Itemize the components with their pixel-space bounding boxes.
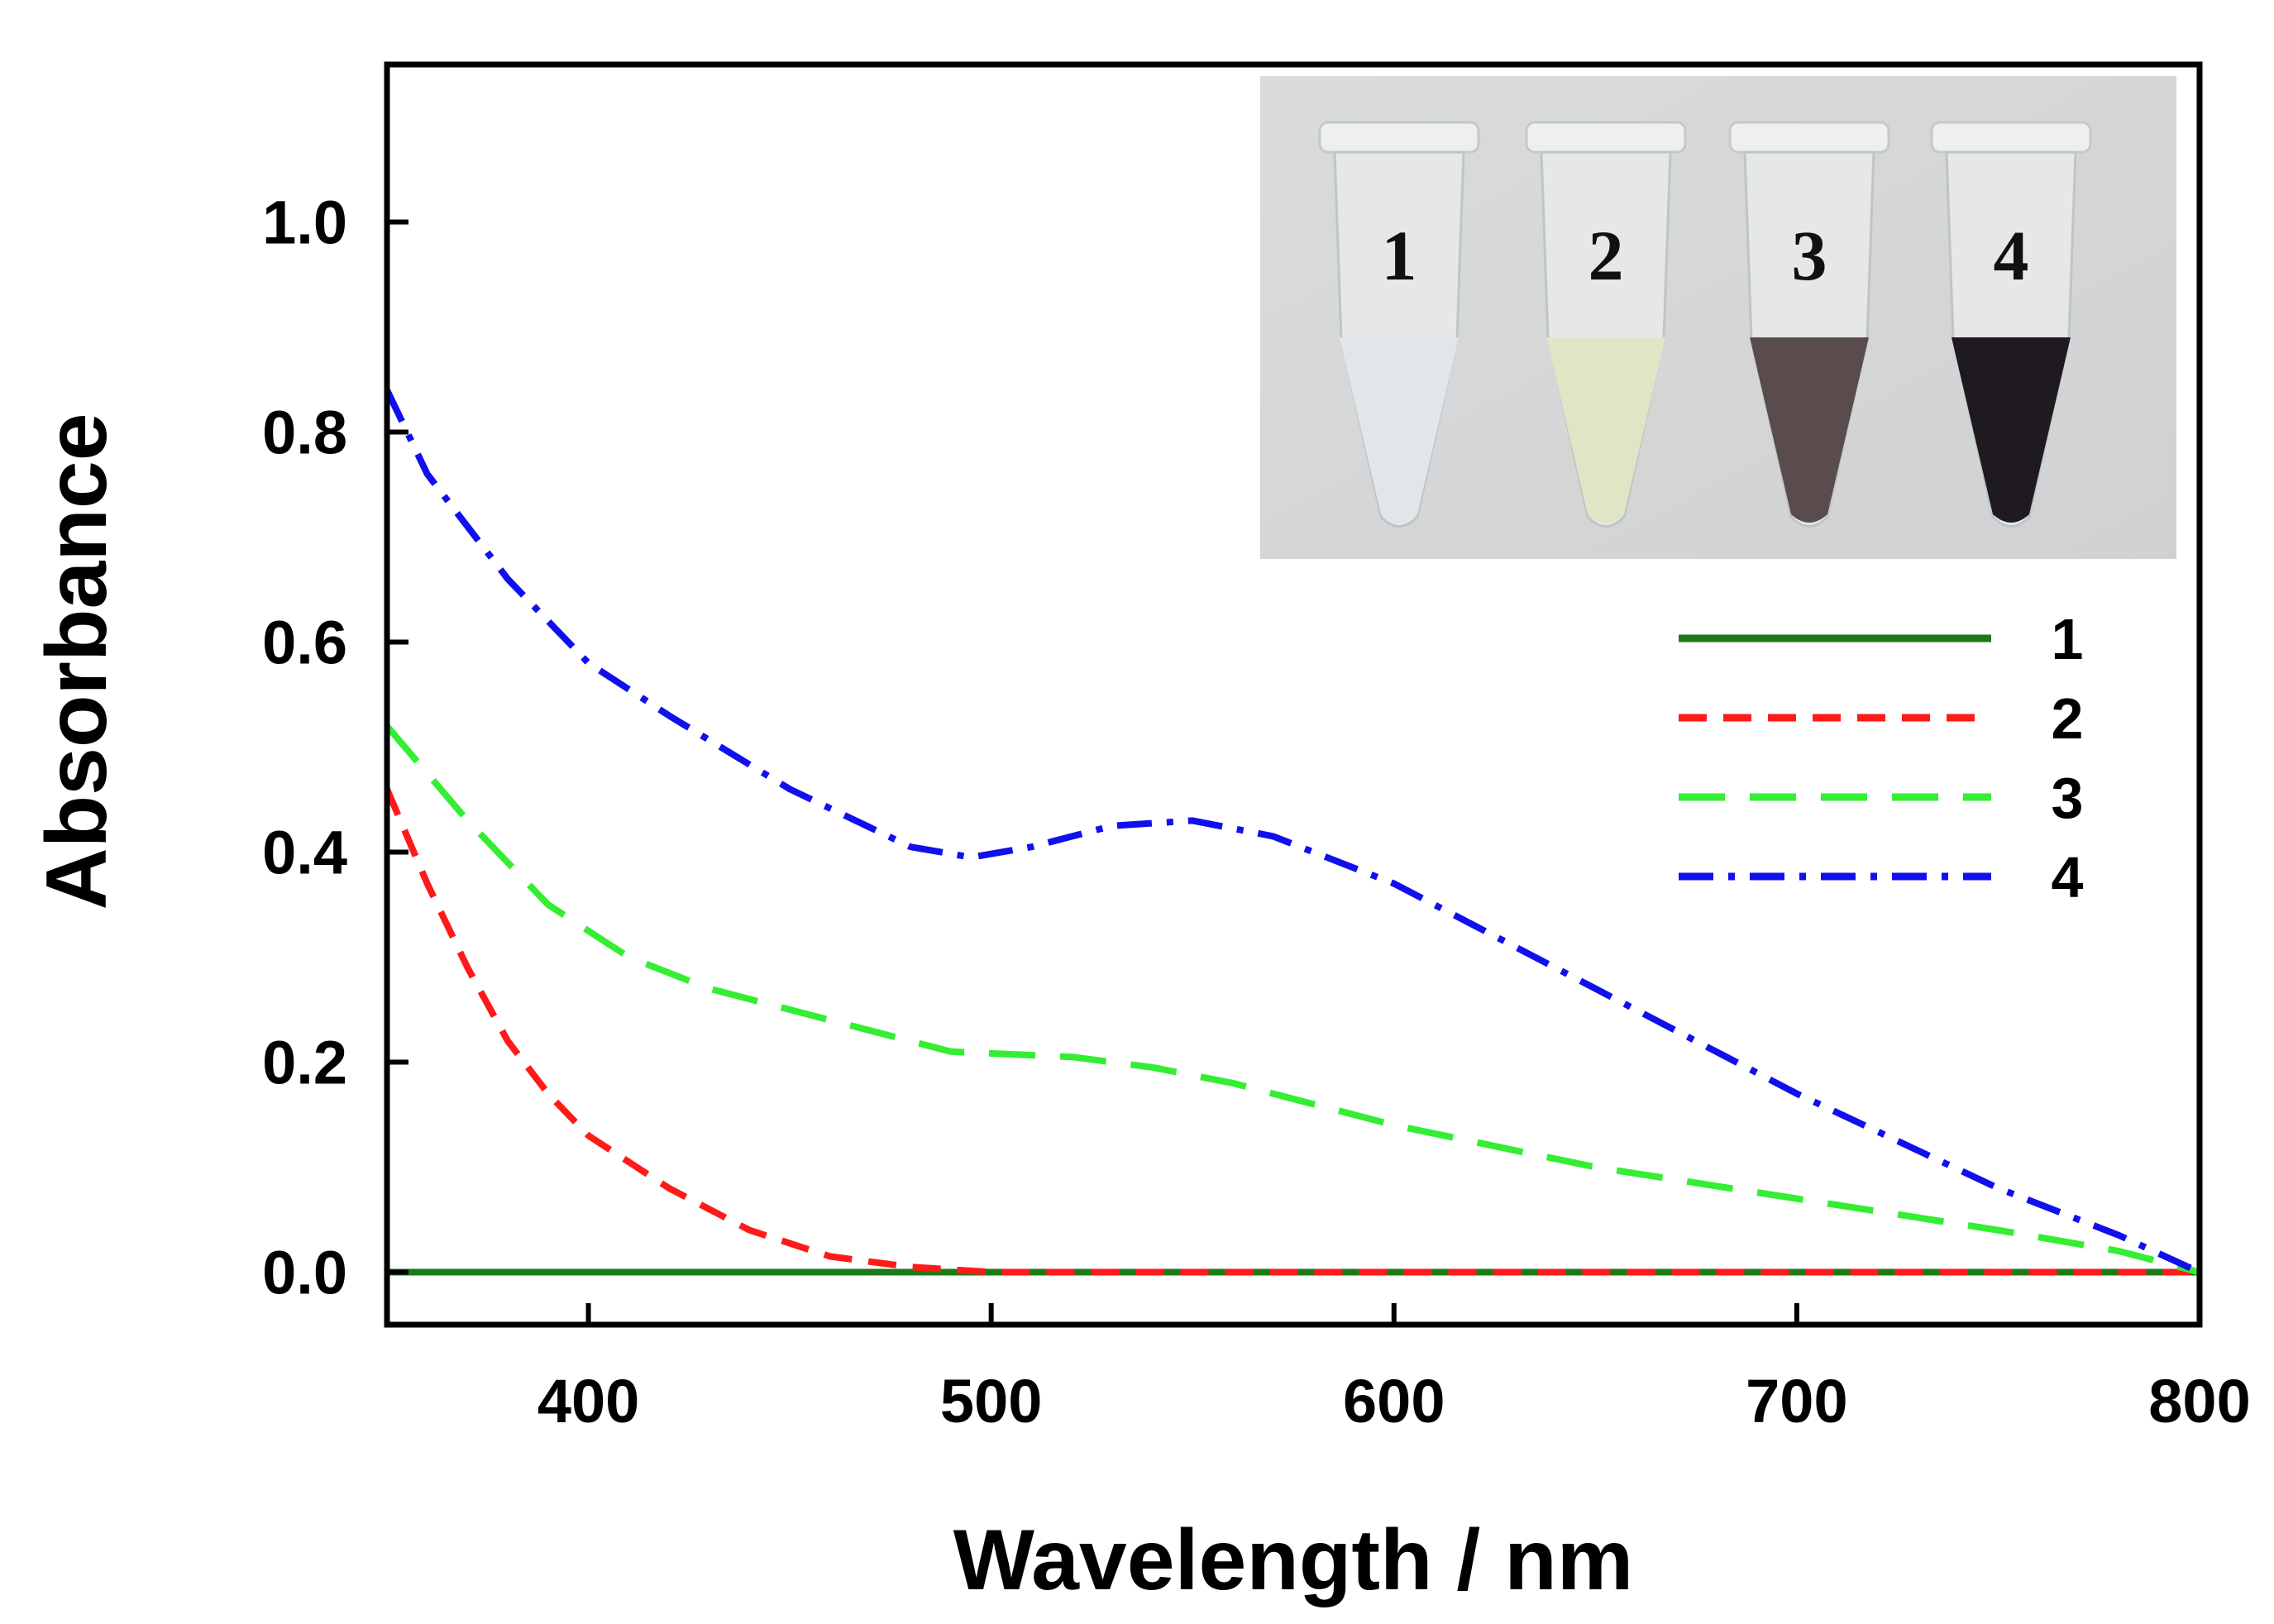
x-tick-label-400: 400 xyxy=(537,1367,639,1435)
legend-label-3: 3 xyxy=(2052,766,2084,830)
tube-3: 3 xyxy=(1728,121,1890,528)
x-tick-label-600: 600 xyxy=(1343,1367,1445,1435)
y-tick-label-1: 0.2 xyxy=(262,1029,347,1097)
y-tick-label-4: 0.8 xyxy=(262,399,347,467)
y-tick-label-3: 0.6 xyxy=(262,609,347,677)
inset-photo: 1 2 3 4 xyxy=(1260,76,2176,559)
tube-4: 4 xyxy=(1930,121,2092,528)
tube-liquid-4 xyxy=(1952,337,2071,523)
x-axis-title: Wavelength / nm xyxy=(953,1512,1633,1608)
x-tick-label-700: 700 xyxy=(1746,1367,1847,1435)
legend-label-4: 4 xyxy=(2052,845,2084,910)
legend-label-2: 2 xyxy=(2052,686,2084,751)
tube-cap-4 xyxy=(1930,121,2092,154)
tube-label-3: 3 xyxy=(1792,216,1827,295)
x-tick-label-800: 800 xyxy=(2148,1367,2250,1435)
series-line-4 xyxy=(387,388,2200,1276)
legend: 1 2 3 4 xyxy=(1679,607,2084,910)
tube-cap-2 xyxy=(1525,121,1687,154)
y-axis-title: Absorbance xyxy=(29,413,125,910)
tube-2: 2 xyxy=(1525,121,1687,528)
tube-label-4: 4 xyxy=(1994,216,2029,295)
series-line-3 xyxy=(387,724,2200,1276)
tube-liquid-2 xyxy=(1546,337,1665,523)
tube-label-2: 2 xyxy=(1588,216,1624,295)
tube-liquid-3 xyxy=(1750,337,1869,523)
plot-frame xyxy=(384,61,2203,1328)
tube-liquid-1 xyxy=(1340,337,1459,523)
tube-cap-3 xyxy=(1728,121,1890,154)
series-line-2 xyxy=(387,787,2200,1276)
tube-cap-1 xyxy=(1318,121,1480,154)
series-layer xyxy=(387,388,2200,1276)
y-tick-label-0: 0.0 xyxy=(262,1239,347,1307)
y-tick-label-2: 0.4 xyxy=(262,819,347,887)
y-axis: 0.0 0.2 0.4 0.6 0.8 1.0 xyxy=(262,189,408,1307)
legend-label-1: 1 xyxy=(2052,607,2084,671)
x-axis: 400 500 600 700 800 xyxy=(537,1303,2251,1435)
tube-label-1: 1 xyxy=(1382,216,1417,295)
tube-1: 1 xyxy=(1318,121,1480,528)
y-tick-label-5: 1.0 xyxy=(262,189,347,257)
x-tick-label-500: 500 xyxy=(940,1367,1042,1435)
